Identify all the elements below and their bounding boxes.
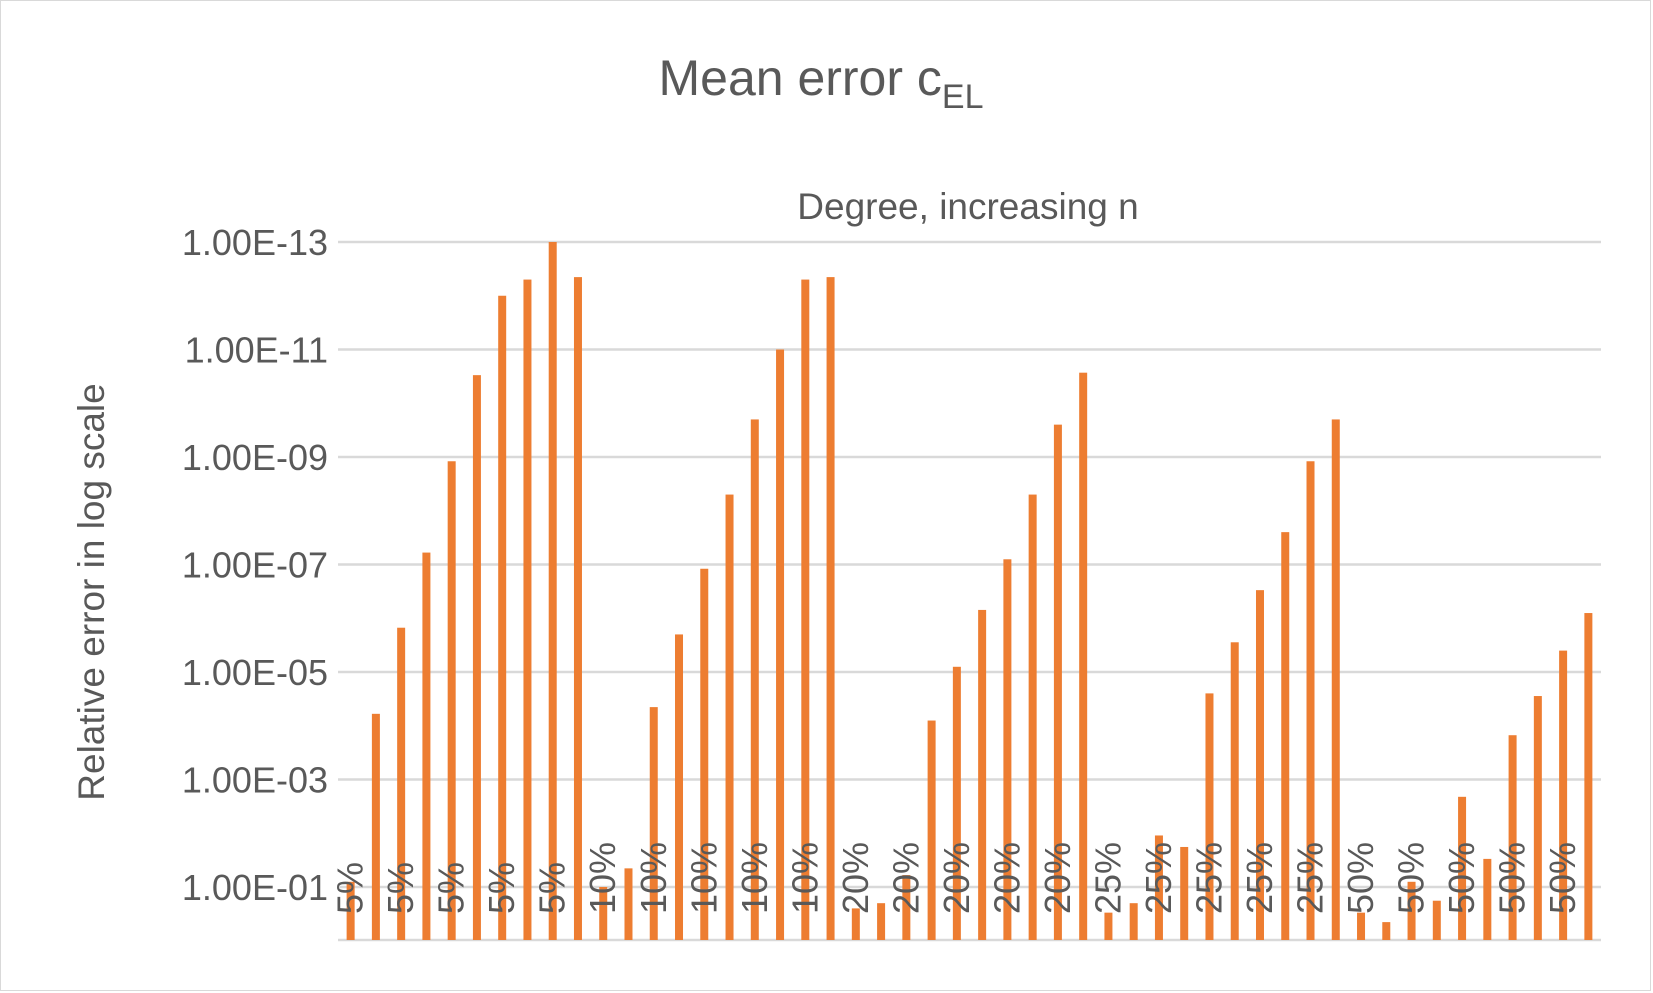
bar bbox=[1483, 858, 1492, 940]
bar bbox=[1508, 735, 1517, 940]
bar bbox=[397, 627, 406, 940]
chart-title: Mean error cEL bbox=[658, 50, 983, 116]
bar bbox=[649, 707, 658, 940]
bar bbox=[1458, 796, 1467, 940]
chart-subtitle: Degree, increasing n bbox=[797, 186, 1138, 227]
x-tick-label: 10% bbox=[582, 842, 623, 914]
bar bbox=[1432, 900, 1441, 940]
y-axis-label: Relative error in log scale bbox=[71, 383, 112, 800]
bar bbox=[1357, 912, 1366, 940]
bar bbox=[877, 903, 886, 940]
x-axis-labels: 5% 5% 5% 5% 5% 10% 10% 10% 10% 10% 20% 20% 20% 20% 20%… bbox=[330, 842, 1583, 914]
bar bbox=[1331, 419, 1340, 940]
bar bbox=[801, 279, 810, 940]
bar bbox=[851, 908, 860, 940]
x-tick-label: 25% bbox=[1087, 842, 1128, 914]
y-axis-ticks: 1.00E-13 1.00E-11 1.00E-09 1.00E-07 1.00E-05… bbox=[182, 222, 328, 908]
bar bbox=[1003, 559, 1012, 940]
gridlines bbox=[338, 240, 1601, 942]
x-tick-label: 20% bbox=[835, 842, 876, 914]
x-tick-label: 50% bbox=[1340, 842, 1381, 914]
bar bbox=[1584, 613, 1593, 940]
bars bbox=[346, 242, 1593, 940]
bar bbox=[750, 419, 759, 940]
bar bbox=[523, 279, 532, 940]
x-tick-label: 25% bbox=[1239, 842, 1280, 914]
bar bbox=[1533, 696, 1542, 940]
bar bbox=[978, 609, 987, 940]
bar bbox=[1154, 835, 1163, 940]
x-tick-label: 10% bbox=[633, 842, 674, 914]
bar bbox=[1382, 922, 1391, 940]
x-tick-label: 25% bbox=[1290, 842, 1331, 914]
bar bbox=[1079, 372, 1088, 940]
y-tick-label: 1.00E-11 bbox=[185, 330, 328, 371]
x-tick-label: 10% bbox=[784, 842, 825, 914]
y-tick-label: 1.00E-05 bbox=[182, 652, 328, 693]
x-tick-label: 25% bbox=[1188, 842, 1229, 914]
bar bbox=[346, 881, 355, 940]
x-tick-label: 5% bbox=[481, 862, 522, 914]
chart-title-main: Mean error c bbox=[658, 50, 941, 106]
x-tick-label: 10% bbox=[683, 842, 724, 914]
x-tick-label: 25% bbox=[1138, 842, 1179, 914]
bar bbox=[1053, 424, 1062, 940]
y-tick-label: 1.00E-13 bbox=[182, 222, 328, 263]
x-tick-label: 20% bbox=[1037, 842, 1078, 914]
bar bbox=[700, 568, 709, 940]
x-tick-label: 50% bbox=[1441, 842, 1482, 914]
bar bbox=[447, 461, 456, 940]
bar bbox=[927, 720, 936, 940]
y-tick-label: 1.00E-03 bbox=[182, 760, 328, 801]
x-tick-label: 20% bbox=[936, 842, 977, 914]
bar bbox=[952, 666, 961, 940]
x-tick-label: 5% bbox=[532, 862, 573, 914]
y-tick-label: 1.00E-07 bbox=[182, 545, 328, 586]
bar bbox=[1205, 693, 1214, 940]
bar bbox=[1028, 494, 1037, 940]
bar bbox=[725, 494, 734, 940]
bar bbox=[1306, 461, 1315, 940]
bar bbox=[826, 277, 835, 940]
x-tick-label: 50% bbox=[1391, 842, 1432, 914]
chart-title-subscript: EL bbox=[942, 78, 984, 116]
bar bbox=[371, 713, 380, 940]
x-tick-label: 10% bbox=[734, 842, 775, 914]
bar bbox=[548, 242, 557, 940]
bar bbox=[599, 887, 608, 940]
bar bbox=[573, 277, 582, 940]
bar bbox=[422, 552, 431, 940]
bar bbox=[1281, 532, 1290, 940]
x-tick-label: 5% bbox=[431, 862, 472, 914]
x-tick-label: 5% bbox=[330, 862, 371, 914]
bar bbox=[498, 295, 507, 940]
bar bbox=[776, 349, 785, 940]
x-tick-label: 20% bbox=[885, 842, 926, 914]
x-tick-label: 20% bbox=[986, 842, 1027, 914]
bar bbox=[902, 875, 911, 940]
bar bbox=[1407, 881, 1416, 940]
bar bbox=[675, 634, 684, 940]
bar bbox=[1129, 903, 1138, 940]
y-tick-label: 1.00E-09 bbox=[182, 437, 328, 478]
y-tick-label: 1.00E-01 bbox=[182, 867, 328, 908]
x-tick-label: 50% bbox=[1542, 842, 1583, 914]
bar bbox=[1255, 590, 1264, 940]
bar bbox=[1559, 650, 1568, 940]
bar bbox=[1180, 846, 1189, 940]
x-tick-label: 5% bbox=[380, 862, 421, 914]
bar bbox=[1230, 642, 1239, 940]
bar bbox=[1104, 912, 1113, 940]
bar bbox=[624, 868, 633, 940]
x-tick-label: 50% bbox=[1492, 842, 1533, 914]
bar bbox=[472, 375, 481, 940]
